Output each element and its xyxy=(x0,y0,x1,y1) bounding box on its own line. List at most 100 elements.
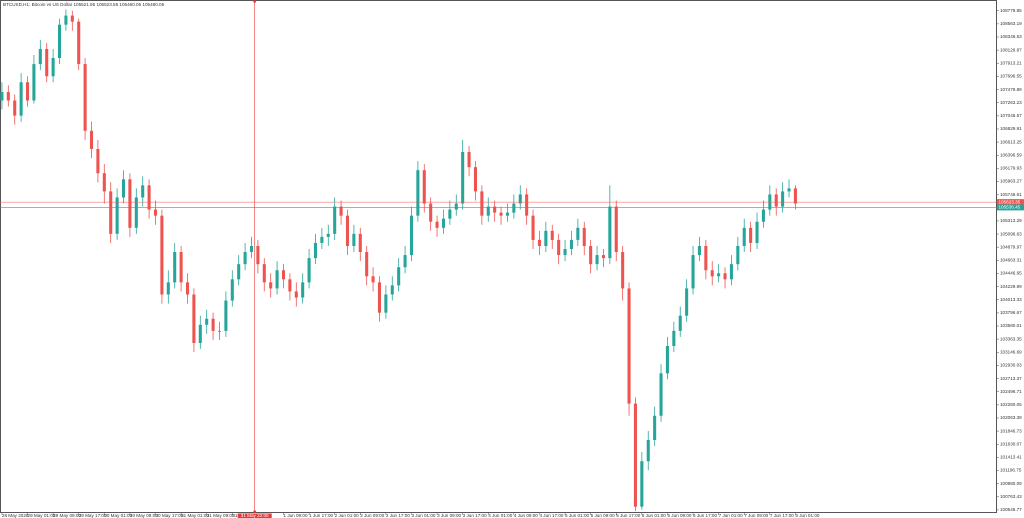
candle-body xyxy=(339,206,343,216)
y-tick-label: 105313.29 xyxy=(1000,218,1022,223)
candle-body xyxy=(544,230,548,246)
y-tick-label: 103363.35 xyxy=(1000,336,1022,341)
x-tick-label: 31 May 09:00 xyxy=(207,513,235,518)
candle-body xyxy=(448,209,452,219)
x-tick-label: 6 Jun 01:00 xyxy=(642,513,666,518)
candle-body xyxy=(160,215,164,295)
candle-body xyxy=(729,264,733,280)
candle-body xyxy=(774,194,778,207)
x-tick-label: 31 May 01:00 xyxy=(181,513,209,518)
candle-body xyxy=(51,58,55,77)
candle-body xyxy=(582,227,586,246)
candle-body xyxy=(262,264,266,283)
y-tick-label: 106179.93 xyxy=(1000,166,1022,171)
y-tick-label: 103796.67 xyxy=(1000,310,1022,315)
candle-body xyxy=(358,233,362,253)
x-tick-label: 2 Jun 17:00 xyxy=(386,513,410,518)
candle-body xyxy=(550,230,554,240)
candle-body xyxy=(793,188,797,204)
x-tick-label: 4 Jun 17:00 xyxy=(539,513,563,518)
candle-body xyxy=(653,415,657,441)
y-tick-label: 108346.53 xyxy=(1000,34,1022,39)
candle-body xyxy=(365,252,369,277)
candle-body xyxy=(576,227,580,240)
x-tick-label: 6 Jun 09:00 xyxy=(667,513,691,518)
candle-body xyxy=(19,82,23,116)
candle-body xyxy=(723,273,727,280)
candle-body xyxy=(57,24,62,59)
candle-body xyxy=(633,403,637,507)
candle-body xyxy=(371,276,375,283)
candle-body xyxy=(710,270,714,277)
candle-body xyxy=(70,15,74,22)
candle-body xyxy=(352,233,356,246)
candle-body xyxy=(6,91,10,101)
y-tick-label: 101630.07 xyxy=(1000,441,1022,446)
candle-body xyxy=(320,236,324,243)
y-tick-label: 105096.63 xyxy=(1000,231,1022,236)
candle-body xyxy=(569,239,573,250)
candle-body xyxy=(166,282,170,295)
candle-body xyxy=(461,152,465,204)
candle-body xyxy=(563,249,567,256)
candle-body xyxy=(755,221,759,243)
y-tick-label: 103146.69 xyxy=(1000,350,1022,355)
candle-body xyxy=(25,82,30,101)
candle-body xyxy=(13,100,17,116)
candle-body xyxy=(518,194,522,204)
candle-body xyxy=(307,258,311,283)
x-tick-label: 2 Jun 09:00 xyxy=(360,513,384,518)
candle-body xyxy=(473,167,477,192)
candle-body xyxy=(480,191,484,216)
y-tick-label: 101196.75 xyxy=(1000,468,1022,473)
y-tick-label: 105963.27 xyxy=(1000,179,1022,184)
x-tick-label: 4 Jun 01:00 xyxy=(488,513,512,518)
candle-body xyxy=(102,173,106,192)
candle-body xyxy=(409,215,414,256)
candle-body xyxy=(429,203,433,222)
candle-body xyxy=(237,264,241,280)
candle-body xyxy=(422,170,426,204)
y-tick-label: 106613.25 xyxy=(1000,139,1022,144)
candle-body xyxy=(179,252,183,283)
candle-body xyxy=(269,282,273,289)
x-tick-label: 8 Jun 01:00 xyxy=(795,513,819,518)
candle-body xyxy=(595,255,599,265)
candle-body xyxy=(525,194,529,216)
x-tick-label: 5 Jun 17:00 xyxy=(616,513,640,518)
x-tick-label: 7 Jun 17:00 xyxy=(770,513,794,518)
y-tick-label: 108563.19 xyxy=(1000,21,1022,26)
y-tick-label: 101413.41 xyxy=(1000,455,1022,460)
candle-body xyxy=(685,288,689,316)
y-tick-label: 104446.65 xyxy=(1000,271,1022,276)
y-tick-label: 102280.05 xyxy=(1000,402,1022,407)
candle-body xyxy=(256,245,260,265)
price-label: 105536.45 xyxy=(999,205,1021,210)
candle-body xyxy=(403,255,407,268)
candle-body xyxy=(109,191,113,234)
candle-body xyxy=(45,48,49,77)
y-tick-label: 106396.59 xyxy=(1000,152,1022,157)
y-tick-label: 107479.89 xyxy=(1000,87,1022,92)
candle-body xyxy=(96,148,100,174)
y-tick-label: 102496.71 xyxy=(1000,389,1022,394)
candle-body xyxy=(537,239,541,246)
candle-body xyxy=(601,255,605,259)
candle-body xyxy=(659,373,663,416)
candle-body xyxy=(435,221,439,228)
candle-body xyxy=(281,270,286,280)
candle-body xyxy=(665,346,669,374)
y-tick-label: 100980.09 xyxy=(1000,481,1022,486)
candle-body xyxy=(384,294,388,313)
y-tick-label: 102713.37 xyxy=(1000,376,1022,381)
candle-body xyxy=(275,270,279,289)
candle-body xyxy=(83,64,87,131)
candle-body xyxy=(243,252,247,265)
candle-body xyxy=(185,282,190,295)
y-tick-label: 106829.91 xyxy=(1000,126,1022,131)
y-tick-label: 100546.77 xyxy=(1000,507,1022,512)
candle-body xyxy=(326,233,330,237)
x-tick-label: 29 May 17:00 xyxy=(79,513,107,518)
candle-body xyxy=(153,209,158,216)
candle-body xyxy=(787,188,791,192)
